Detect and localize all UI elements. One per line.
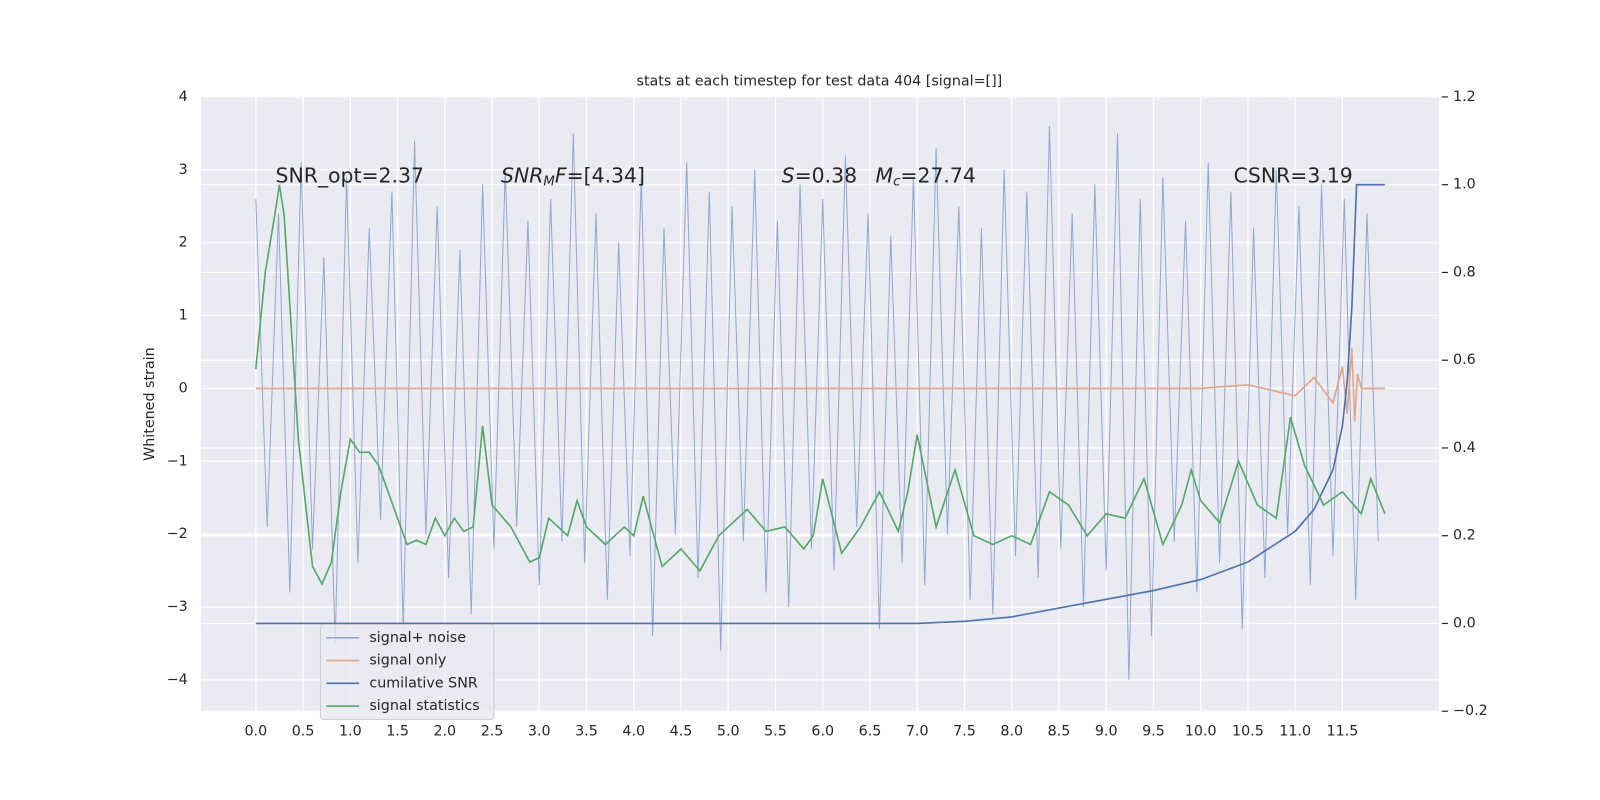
- legend-label: cumilative SNR: [369, 675, 477, 691]
- x-tick-label: 0.5: [292, 724, 315, 740]
- x-tick-label: 2.5: [481, 724, 504, 740]
- y-tick-label: −1: [167, 453, 188, 469]
- series-line: [255, 184, 1386, 586]
- legend-box: [319, 623, 495, 720]
- y-tick-label: −4: [167, 672, 188, 688]
- x-tick-label: 9.0: [1095, 724, 1118, 740]
- annotation-part: SNR_opt=2.37: [276, 164, 424, 189]
- annotation-part: M: [876, 164, 894, 188]
- series-line: [255, 126, 1379, 680]
- x-tick-label: 0.0: [244, 724, 267, 740]
- annotation-part: SNR: [501, 164, 543, 188]
- y-tick-label: 2: [179, 235, 188, 251]
- annotation-part: M: [543, 175, 555, 190]
- x-tick-label: 8.0: [1000, 724, 1023, 740]
- annotation: S=0.38: [782, 164, 857, 188]
- legend-label: signal statistics: [369, 698, 479, 714]
- x-tick-label: 7.0: [906, 724, 929, 740]
- y2-tick-label: 0.4: [1453, 440, 1476, 456]
- y-tick-label: 1: [179, 308, 188, 324]
- y2-tick-label: 1.0: [1453, 177, 1476, 193]
- x-tick-label: 4.5: [670, 724, 693, 740]
- x-tick-label: 7.5: [953, 724, 976, 740]
- x-tick-label: 6.0: [811, 724, 834, 740]
- legend-label: signal only: [369, 653, 446, 669]
- annotation-part: =27.74: [900, 164, 975, 188]
- y2-tick-label: 1.2: [1453, 89, 1476, 105]
- x-tick-label: 9.5: [1142, 724, 1165, 740]
- x-tick-label: 10.5: [1232, 724, 1264, 740]
- series-line: [255, 183, 1385, 625]
- y2-tick-label: 0.6: [1453, 352, 1476, 368]
- annotation-part: c: [893, 175, 901, 190]
- x-tick-label: 1.5: [386, 724, 409, 740]
- y-tick-label: −3: [167, 599, 188, 615]
- annotation: CSNR=3.19: [1234, 164, 1353, 188]
- chart-title: stats at each timestep for test data 404…: [637, 74, 1003, 90]
- y2-tick-label: 0.0: [1453, 615, 1476, 631]
- annotation-part: CSNR=3.19: [1234, 164, 1353, 188]
- x-tick-label: 5.0: [717, 724, 740, 740]
- plot-area: [201, 96, 1439, 712]
- series-line: [255, 348, 1385, 422]
- y-axis-label: Whitened strain: [142, 347, 158, 461]
- x-tick-label: 11.5: [1327, 724, 1359, 740]
- y2-tick-label: 0.8: [1453, 264, 1476, 280]
- annotation-part: =[4.34]: [567, 164, 645, 188]
- annotation-part: F: [555, 164, 567, 188]
- annotation: SNRMF=[4.34]: [501, 164, 645, 190]
- y2-tick-label: 0.2: [1453, 528, 1476, 544]
- annotation-part: =0.38: [795, 164, 858, 188]
- x-tick-label: 2.0: [433, 724, 456, 740]
- x-tick-label: 6.5: [859, 724, 882, 740]
- x-tick-label: 3.0: [528, 724, 551, 740]
- x-tick-label: 4.0: [622, 724, 645, 740]
- annotation: Mc=27.74: [876, 164, 976, 190]
- x-tick-label: 8.5: [1048, 724, 1071, 740]
- x-tick-label: 5.5: [764, 724, 787, 740]
- x-tick-label: 10.0: [1185, 724, 1217, 740]
- x-tick-label: 1.0: [339, 724, 362, 740]
- y-tick-label: 0: [179, 380, 188, 396]
- y2-tick-label: −0.2: [1453, 703, 1488, 719]
- x-tick-label: 11.0: [1279, 724, 1311, 740]
- y-tick-label: −2: [167, 526, 188, 542]
- legend-label: signal+ noise: [369, 630, 466, 646]
- annotation-part: S: [782, 164, 795, 188]
- y-tick-label: 4: [179, 89, 188, 105]
- y-tick-label: 3: [179, 162, 188, 178]
- legend: signal+ noise signal only cumilative SNR si…: [319, 623, 495, 720]
- x-tick-label: 3.5: [575, 724, 598, 740]
- annotation: SNR_opt=2.37: [276, 164, 424, 189]
